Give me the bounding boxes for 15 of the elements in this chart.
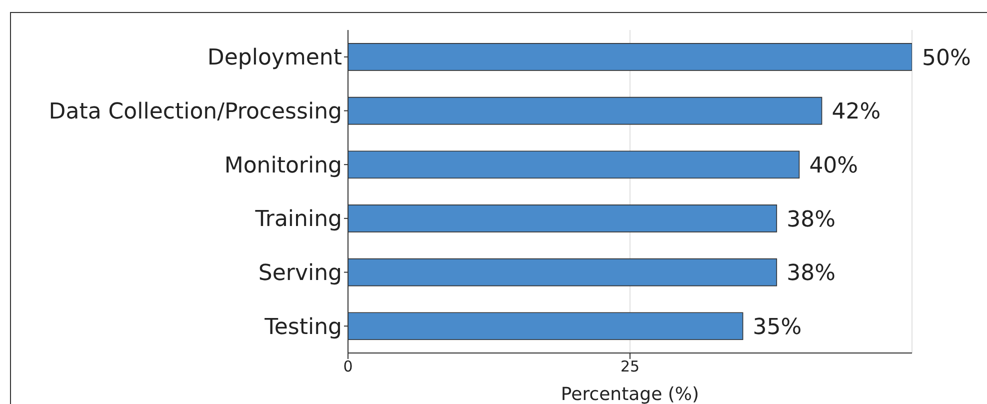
data-label: 42%	[832, 100, 881, 125]
data-label: 38%	[786, 207, 836, 232]
data-label: 35%	[752, 314, 802, 340]
x-tick-label: 0	[343, 358, 353, 376]
y-tick-label: Deployment	[207, 46, 342, 71]
y-tick-label: Training	[254, 207, 342, 232]
x-tick-label: 25	[620, 358, 640, 376]
y-tick-label: Data Collection/Processing	[48, 100, 342, 125]
y-tick-label: Serving	[258, 261, 342, 286]
data-label: 38%	[786, 261, 836, 286]
y-tick-label: Testing	[264, 314, 342, 340]
y-tick-label: Monitoring	[224, 153, 342, 178]
x-axis-title: Percentage (%)	[560, 384, 700, 404]
data-label: 50%	[922, 46, 971, 71]
data-label: 40%	[809, 153, 858, 178]
